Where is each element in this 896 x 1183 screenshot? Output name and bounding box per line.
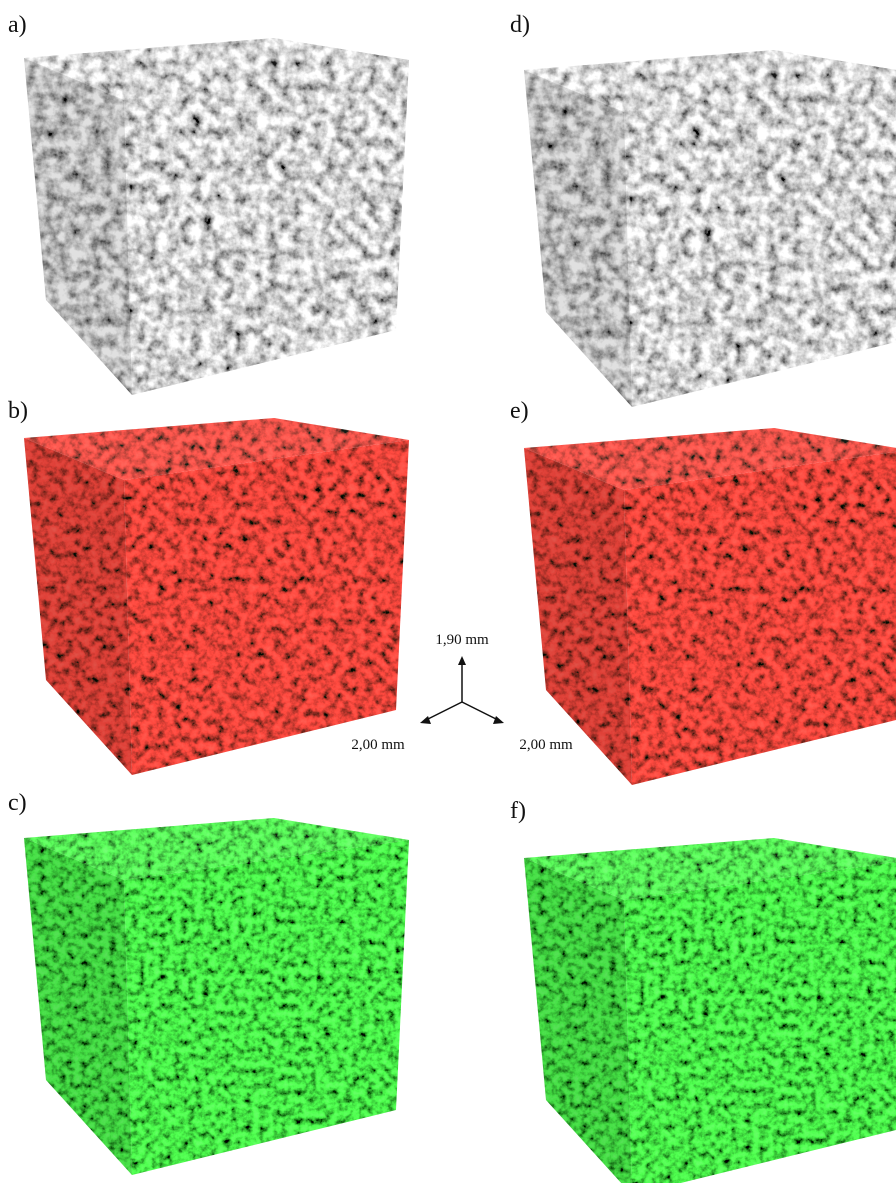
panel-label: b) (8, 398, 28, 424)
axis-label: 2,00 mm (519, 737, 573, 753)
cube-b (24, 418, 409, 775)
panel-label: f) (510, 798, 526, 824)
axis-arrow (426, 702, 462, 720)
arrow-head (458, 656, 466, 665)
axis-triad (420, 656, 504, 724)
cube-d (524, 50, 896, 407)
arrow-head (493, 716, 504, 724)
panel-label: d) (510, 12, 530, 38)
figure: a) b) c) d) e) f) 1,90 mm 2,00 mm 2,00 m… (0, 0, 896, 1183)
arrow-head (420, 716, 431, 724)
cube-e (524, 428, 896, 785)
panel-label: e) (510, 398, 529, 424)
cube-a (24, 38, 409, 395)
cube-f (524, 838, 896, 1183)
axis-label: 1,90 mm (435, 632, 489, 648)
panel-label: c) (8, 790, 27, 816)
axis-arrow (462, 702, 498, 720)
panel-label: a) (8, 12, 27, 38)
axis-label: 2,00 mm (351, 737, 405, 753)
cube-c (24, 818, 409, 1175)
